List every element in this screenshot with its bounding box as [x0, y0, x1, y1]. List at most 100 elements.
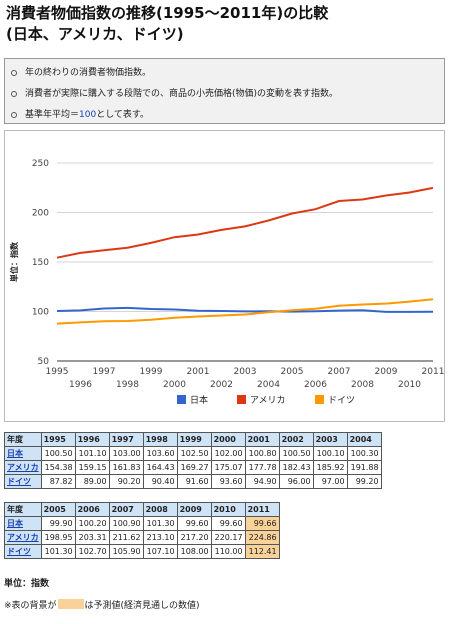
- table-cell: 175.07: [210, 460, 246, 475]
- year-header: 1995: [40, 432, 76, 447]
- x-tick-label: 2007: [328, 367, 351, 377]
- x-tick-label: 2008: [351, 380, 374, 390]
- year-header: 1996: [74, 432, 110, 447]
- data-table-2005-2011: 年度 2005 2006 2007 2008 2009 2010 2011 日本 99.90 100…: [4, 502, 280, 559]
- y-tick-label: 150: [32, 258, 49, 268]
- legend-swatch: [315, 395, 324, 404]
- table-cell: 96.00: [278, 474, 314, 489]
- table-cell: 108.00: [176, 544, 212, 559]
- country-link[interactable]: 日本: [4, 446, 42, 461]
- x-tick-label: 2000: [163, 380, 186, 390]
- table-cell: 90.20: [108, 474, 144, 489]
- note-item: 消費者が実際に購入する段階での、商品の小売価格(物価)の変動を表す指数。: [11, 84, 438, 105]
- country-link[interactable]: ドイツ: [4, 544, 42, 559]
- note-item: 基準年平均＝100として表す。: [11, 105, 438, 126]
- table-row: アメリカ 198.95 203.31 211.62 213.10 217.20 220.17…: [4, 530, 280, 545]
- table-cell: 112.41: [244, 544, 280, 559]
- bullet-icon: [11, 70, 17, 76]
- x-tick-label: 2009: [375, 367, 398, 377]
- country-link[interactable]: アメリカ: [4, 530, 42, 545]
- legend-label: ドイツ: [328, 396, 355, 406]
- country-link[interactable]: アメリカ: [4, 460, 42, 475]
- table-cell: 169.27: [176, 460, 212, 475]
- table-cell: 101.30: [142, 516, 178, 531]
- table-cell: 100.90: [108, 516, 144, 531]
- data-table-1995-2004: 年度 1995 1996 1997 1998 1999 2000 2001 2002 2003 20…: [4, 432, 382, 489]
- table-cell: 94.90: [244, 474, 280, 489]
- table-cell: 213.10: [142, 530, 178, 545]
- table-cell: 99.66: [244, 516, 280, 531]
- note-text-suffix: として表す。: [96, 110, 150, 120]
- series-line-1: [56, 186, 434, 259]
- forecast-swatch: [57, 599, 84, 609]
- table-cell: 99.60: [176, 516, 212, 531]
- x-tick-label: 2006: [304, 380, 327, 390]
- chart-container: 50 100 150 200 250 単位：指数 1995 1997 1999 2001 2003 2…: [4, 130, 445, 422]
- y-tick-label: 50: [38, 357, 50, 367]
- table-cell: 107.10: [142, 544, 178, 559]
- legend-label: 日本: [190, 394, 208, 406]
- note-text: 年の終わりの消費者物価指数。: [25, 68, 152, 78]
- table-cell: 198.95: [40, 530, 76, 545]
- title-line-2: (日本、アメリカ、ドイツ): [6, 25, 184, 43]
- series-line-2: [56, 298, 434, 325]
- table-cell: 185.92: [312, 460, 348, 475]
- x-tick-label: 2004: [257, 380, 280, 390]
- table-cell: 87.82: [40, 474, 76, 489]
- table-cell: 154.38: [40, 460, 76, 475]
- table-cell: 217.20: [176, 530, 212, 545]
- year-header: 2000: [210, 432, 246, 447]
- table-cell: 103.00: [108, 446, 144, 461]
- table-cell: 91.60: [176, 474, 212, 489]
- country-link[interactable]: 日本: [4, 516, 42, 531]
- year-header: 1999: [176, 432, 212, 447]
- year-header-label: 年度: [4, 502, 42, 517]
- x-tick-label: 2011: [422, 367, 444, 377]
- x-tick-label: 1997: [93, 367, 116, 377]
- note-item: 年の終わりの消費者物価指数。: [11, 63, 438, 84]
- table-row: ドイツ 87.82 89.00 90.20 90.40 91.60 93.60 94.90 96…: [4, 474, 382, 489]
- year-header: 2008: [142, 502, 178, 517]
- table-cell: 220.17: [210, 530, 246, 545]
- page-title: 消費者物価指数の推移(1995～2011年)の比較 (日本、アメリカ、ドイツ): [6, 3, 446, 45]
- year-header: 2005: [40, 502, 76, 517]
- table-row: 日本 99.90 100.20 100.90 101.30 99.60 99.60 99.66: [4, 516, 280, 531]
- note-text-prefix: 基準年平均＝: [25, 110, 80, 120]
- year-header: 2010: [210, 502, 246, 517]
- table-cell: 93.60: [210, 474, 246, 489]
- table-cell: 110.00: [210, 544, 246, 559]
- year-header: 2004: [346, 432, 382, 447]
- x-tick-label: 2003: [234, 367, 257, 377]
- table-cell: 105.90: [108, 544, 144, 559]
- legend-swatch: [177, 395, 186, 404]
- table-cell: 182.43: [278, 460, 314, 475]
- table-cell: 164.43: [142, 460, 178, 475]
- note-text: 消費者が実際に購入する段階での、商品の小売価格(物価)の変動を表す指数。: [25, 89, 339, 99]
- year-header: 2009: [176, 502, 212, 517]
- table-cell: 161.83: [108, 460, 144, 475]
- table-cell: 102.50: [176, 446, 212, 461]
- table-cell: 102.00: [210, 446, 246, 461]
- year-header: 2011: [244, 502, 280, 517]
- legend-swatch: [237, 395, 246, 404]
- table-cell: 100.50: [40, 446, 76, 461]
- unit-label: 単位：指数: [4, 579, 50, 589]
- year-header-label: 年度: [4, 432, 42, 447]
- year-header: 1997: [108, 432, 144, 447]
- table-cell: 102.70: [74, 544, 110, 559]
- table-row: 日本 100.50 101.10 103.00 103.60 102.50 102.00 10…: [4, 446, 382, 461]
- table-cell: 90.40: [142, 474, 178, 489]
- table-cell: 100.20: [74, 516, 110, 531]
- country-link[interactable]: ドイツ: [4, 474, 42, 489]
- y-tick-label: 250: [32, 159, 49, 169]
- table-cell: 100.10: [312, 446, 348, 461]
- x-tick-label: 2002: [210, 380, 233, 390]
- y-axis-label: 単位：指数: [9, 241, 19, 282]
- table-cell: 99.20: [346, 474, 382, 489]
- table-cell: 224.86: [244, 530, 280, 545]
- x-tick-label: 2010: [398, 380, 421, 390]
- notes-box: 年の終わりの消費者物価指数。 消費者が実際に購入する段階での、商品の小売価格(物…: [4, 58, 445, 124]
- legend-label: アメリカ: [250, 395, 286, 406]
- x-tick-label: 1996: [69, 380, 92, 390]
